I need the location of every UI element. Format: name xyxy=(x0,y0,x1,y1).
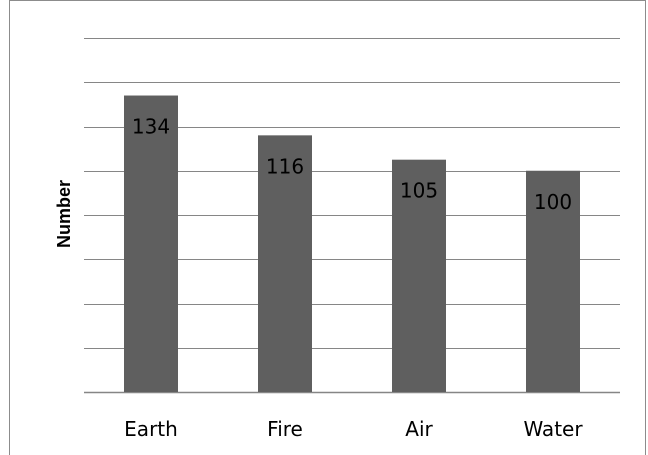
data-label-water: 100 xyxy=(534,190,572,214)
data-label-earth: 134 xyxy=(132,115,170,139)
bar-air xyxy=(392,159,446,392)
x-tick-label-fire: Fire xyxy=(267,417,303,441)
x-tick-labels: Earth Fire Air Water xyxy=(124,417,583,441)
y-axis-label: Number xyxy=(54,180,74,248)
bar-earth xyxy=(124,95,178,393)
data-label-air: 105 xyxy=(400,179,438,203)
data-labels: 134 116 105 100 xyxy=(132,115,572,214)
bar-fire xyxy=(258,135,312,392)
x-tick-label-water: Water xyxy=(523,417,583,441)
data-label-fire: 116 xyxy=(266,154,304,178)
x-tick-label-earth: Earth xyxy=(124,417,178,441)
bars xyxy=(124,95,580,393)
bar-water xyxy=(526,170,580,392)
x-tick-label-air: Air xyxy=(405,417,433,441)
